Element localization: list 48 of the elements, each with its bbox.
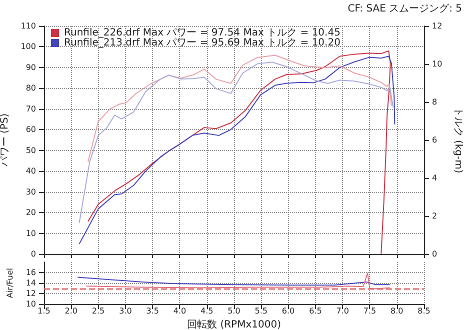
x-tick-label: 2.5 bbox=[92, 306, 105, 316]
line-series bbox=[77, 276, 390, 286]
x-tick-label: 3.5 bbox=[146, 306, 159, 316]
x-tick-label: 5.5 bbox=[254, 306, 268, 316]
text: CF: SAE スムージング: 5 bbox=[348, 4, 462, 14]
y-tick-label: 110 bbox=[20, 22, 36, 30]
x-tick-label: 6.0 bbox=[282, 306, 295, 316]
y2-tick-label: 8 bbox=[432, 98, 438, 106]
line-series bbox=[86, 272, 390, 290]
y-tick-label: 10 bbox=[26, 228, 36, 238]
y-tick-label: 50 bbox=[26, 146, 36, 155]
x-tick-label: 2.0 bbox=[64, 306, 78, 316]
legend-label: Runfile_226.drf Max パワー = 97.54 Max トルク = 10.45 bbox=[64, 28, 340, 38]
y-tick-label: 16 bbox=[26, 268, 36, 277]
y2-tick-label: 0 bbox=[432, 250, 438, 258]
y-tick-label: 80 bbox=[26, 84, 36, 93]
legend-label: Runfile_213.drf Max パワー = 95.69 Max トルク = 10.20 bbox=[64, 38, 340, 48]
x-tick-label: 8.0 bbox=[390, 306, 404, 316]
y2-tick-label: 12 bbox=[432, 22, 442, 30]
x-tick-label: 1.5 bbox=[38, 306, 50, 316]
y2-tick-label: 2 bbox=[432, 212, 438, 220]
y2-tick-label: 10 bbox=[432, 60, 442, 68]
y-axis-title: パワー (PS) bbox=[0, 113, 10, 168]
x-tick-label: 7.5 bbox=[363, 306, 376, 316]
x-tick-label: 4.0 bbox=[173, 306, 186, 316]
y-tick-label: 30 bbox=[26, 187, 36, 196]
y-tick-label: 0 bbox=[30, 250, 36, 258]
x-tick-label: 3.0 bbox=[119, 306, 132, 316]
y2-tick-label: 6 bbox=[432, 136, 438, 144]
x-tick-label: 7.0 bbox=[336, 306, 349, 316]
x-tick-label: 5.0 bbox=[228, 306, 240, 316]
y-axis-title: Air/Fuel bbox=[6, 268, 14, 298]
y-tick-label: 40 bbox=[26, 166, 36, 176]
x-tick-label: 4.5 bbox=[200, 306, 214, 316]
y-tick-label: 20 bbox=[26, 208, 36, 218]
y2-tick-label: 4 bbox=[432, 174, 438, 182]
y2-axis-title: トルク (kg-m) bbox=[452, 106, 464, 174]
y-tick-label: 90 bbox=[26, 62, 36, 72]
y-tick-label: 12 bbox=[26, 289, 36, 298]
y-tick-label: 14 bbox=[26, 278, 36, 288]
y-tick-label: 60 bbox=[26, 125, 36, 134]
y-tick-label: 70 bbox=[26, 104, 36, 114]
y-tick-label: 100 bbox=[20, 42, 36, 52]
line-series bbox=[87, 54, 392, 163]
x-axis-title: 回転数 (RPMx1000) bbox=[187, 319, 282, 330]
x-tick-label: 8.5 bbox=[418, 306, 430, 316]
x-tick-label: 6.5 bbox=[309, 306, 322, 316]
y-tick-label: 10 bbox=[26, 300, 36, 308]
